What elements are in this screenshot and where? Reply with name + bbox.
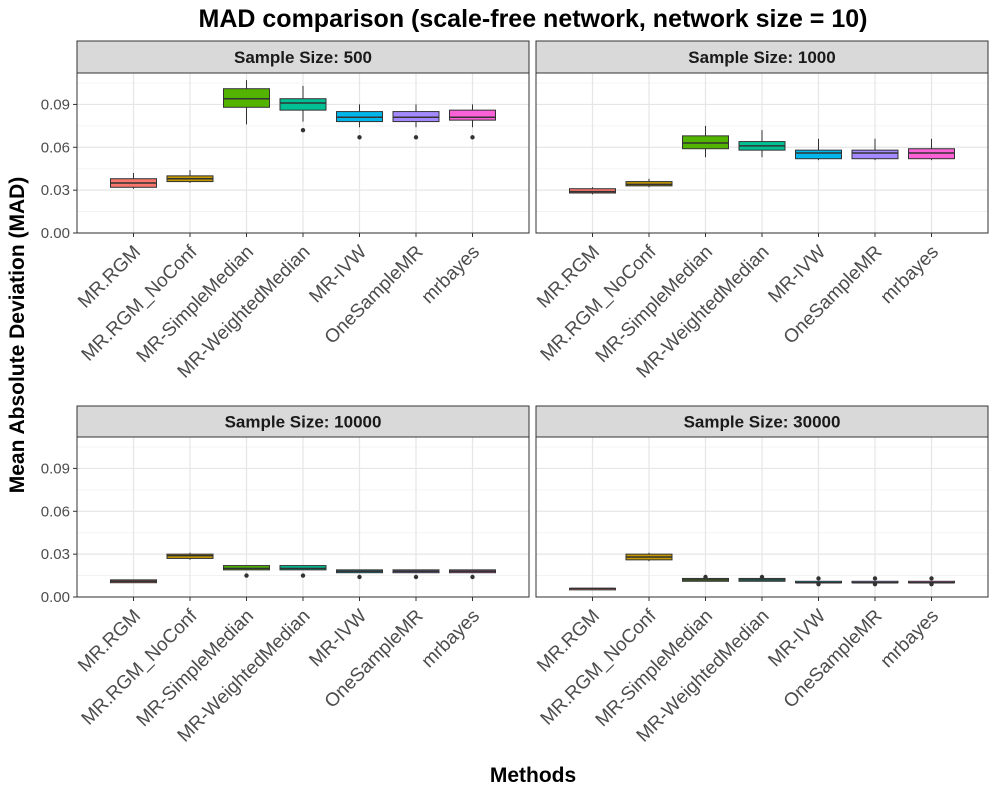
outlier-point xyxy=(816,576,821,581)
boxplot-mr-simplemedian xyxy=(682,125,729,158)
boxplot-mr-rgm xyxy=(569,187,616,195)
facet-strip-label: Sample Size: 1000 xyxy=(688,48,835,67)
x-tick-label: OneSampleMR xyxy=(780,242,887,349)
box-body xyxy=(851,149,899,160)
outlier-point xyxy=(470,574,475,580)
boxplot-mrbayes xyxy=(908,576,955,587)
x-axis-title: Methods xyxy=(490,764,576,787)
outlier-point xyxy=(929,581,934,587)
facet-strip-label: Sample Size: 10000 xyxy=(225,413,382,432)
chart-title: MAD comparison (scale-free network, netw… xyxy=(199,5,868,33)
outlier-point xyxy=(357,574,362,580)
box-body xyxy=(795,149,842,160)
x-tick-label: mrbayes xyxy=(418,242,484,308)
y-tick-label: 0.03 xyxy=(41,182,70,199)
y-tick-label: 0.06 xyxy=(41,139,70,156)
box-body xyxy=(449,109,496,121)
y-tick-label: 0.00 xyxy=(41,225,70,242)
outlier-point xyxy=(872,581,878,587)
outlier-point xyxy=(816,581,821,587)
outlier-point xyxy=(929,576,934,581)
facet-panel: Sample Size: 5000.000.030.060.09MR.RGMMR… xyxy=(41,40,530,382)
facet-panel: Sample Size: 1000MR.RGMMR.RGM_NoConfMR-S… xyxy=(533,40,989,382)
boxplot-mr-rgm-noconf xyxy=(625,178,673,188)
x-tick-label: mrbayes xyxy=(877,242,943,308)
boxplot-onesamplemr xyxy=(851,576,899,587)
outlier-point xyxy=(759,574,765,580)
outlier-point xyxy=(244,573,249,578)
y-tick-label: 0.09 xyxy=(41,460,70,477)
outlier-point xyxy=(300,127,306,133)
y-axis-title: Mean Absolute Deviation (MAD) xyxy=(6,177,29,494)
boxplot-mr-rgm xyxy=(110,579,157,584)
boxplot-mr-rgm-noconf xyxy=(625,552,673,562)
x-tick-label: OneSampleMR xyxy=(780,606,887,713)
facet-strip-label: Sample Size: 500 xyxy=(234,48,372,67)
boxplot-mrbayes xyxy=(449,569,496,580)
boxplot-mr-ivw xyxy=(336,104,383,140)
boxplot-mrbayes xyxy=(908,138,955,161)
x-tick-label: OneSampleMR xyxy=(321,242,428,349)
box-body xyxy=(279,98,327,111)
y-tick-label: 0.06 xyxy=(41,503,70,520)
facet-strip xyxy=(535,40,989,74)
x-tick-label: OneSampleMR xyxy=(321,606,428,713)
facet-panels: Sample Size: 5000.000.030.060.09MR.RGMMR… xyxy=(41,40,989,746)
boxplot-mr-simplemedian xyxy=(223,565,270,578)
boxplot-mr-simplemedian xyxy=(682,574,729,582)
outlier-point xyxy=(357,135,362,140)
facet-strip xyxy=(76,40,530,74)
outlier-point xyxy=(300,573,306,578)
boxplot-mr-ivw xyxy=(336,569,383,580)
boxplot-mr-rgm-noconf xyxy=(166,552,214,560)
outlier-point xyxy=(413,574,419,580)
boxplot-mrbayes xyxy=(449,104,496,140)
boxplot-onesamplemr xyxy=(392,569,440,580)
y-tick-label: 0.00 xyxy=(41,589,70,606)
boxplot-mr-simplemedian xyxy=(223,80,270,125)
boxplot-onesamplemr xyxy=(392,104,440,140)
outlier-point xyxy=(413,135,419,140)
boxplot-mr-ivw xyxy=(795,576,842,587)
boxplot-onesamplemr xyxy=(851,138,899,161)
x-tick-label: mrbayes xyxy=(418,606,484,672)
boxplot-mr-weightedmedian xyxy=(738,130,786,158)
boxplot-mr-rgm xyxy=(110,173,157,189)
facet-strip-label: Sample Size: 30000 xyxy=(684,413,841,432)
boxplot-mr-rgm-noconf xyxy=(166,170,214,183)
outlier-point xyxy=(703,574,708,580)
y-tick-label: 0.09 xyxy=(41,96,70,113)
boxplot-mr-rgm xyxy=(569,587,616,591)
facet-panel: Sample Size: 30000MR.RGMMR.RGM_NoConfMR-… xyxy=(533,405,989,746)
facet-panel: Sample Size: 100000.000.030.060.09MR.RGM… xyxy=(41,405,530,746)
boxplot-mr-ivw xyxy=(795,138,842,161)
x-tick-label: mrbayes xyxy=(877,606,943,672)
outlier-point xyxy=(872,576,878,581)
boxplot-mr-weightedmedian xyxy=(279,85,327,133)
y-tick-label: 0.03 xyxy=(41,546,70,563)
boxplot-mr-weightedmedian xyxy=(279,565,327,578)
facet-strip xyxy=(535,405,989,438)
boxplot-mr-weightedmedian xyxy=(738,574,786,582)
outlier-point xyxy=(470,135,475,140)
